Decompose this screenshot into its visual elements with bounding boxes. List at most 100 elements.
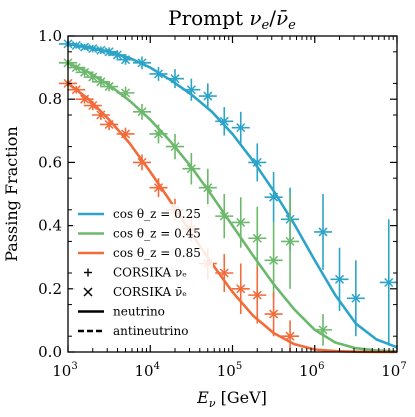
data-point bbox=[116, 54, 135, 65]
chart-title: Prompt νe/ν̄e bbox=[168, 6, 296, 33]
data-point bbox=[75, 42, 94, 52]
cross-marker bbox=[219, 211, 229, 221]
series-2 bbox=[59, 78, 397, 354]
cross-marker bbox=[121, 88, 131, 98]
data-point bbox=[281, 194, 300, 289]
data-point bbox=[116, 127, 135, 141]
data-point bbox=[330, 247, 349, 311]
data-point bbox=[264, 291, 283, 337]
x-tick-label: 107 bbox=[381, 361, 406, 380]
cross-marker bbox=[236, 284, 246, 294]
cross-marker bbox=[88, 44, 98, 54]
data-point bbox=[314, 194, 333, 270]
cross-marker bbox=[219, 268, 229, 278]
data-point bbox=[75, 94, 94, 104]
data-point bbox=[100, 81, 119, 92]
data-point bbox=[133, 56, 152, 70]
legend-label: CORSIKA ν̄ₑ bbox=[113, 285, 187, 299]
legend-label: neutrino bbox=[113, 305, 165, 319]
y-tick-label: 0.6 bbox=[38, 153, 62, 171]
y-tick-label: 0.8 bbox=[38, 90, 62, 108]
cross-marker bbox=[71, 63, 81, 73]
data-point bbox=[264, 171, 283, 223]
x-tick-label: 106 bbox=[299, 361, 324, 380]
cross-marker bbox=[269, 255, 279, 265]
data-point bbox=[198, 83, 217, 109]
series-1 bbox=[59, 58, 398, 353]
data-point bbox=[67, 85, 86, 95]
y-tick-label: 0.4 bbox=[38, 217, 62, 235]
cross-marker bbox=[170, 142, 180, 152]
x-tick-label: 104 bbox=[135, 361, 160, 380]
cross-marker bbox=[71, 85, 81, 95]
data-point bbox=[248, 266, 267, 324]
data-point bbox=[149, 66, 168, 81]
cross-marker bbox=[80, 42, 90, 52]
legend-label: cos θ_z = 0.85 bbox=[113, 246, 201, 260]
data-point bbox=[231, 111, 250, 144]
data-point bbox=[75, 67, 94, 77]
data-point bbox=[182, 152, 201, 185]
x-tick-label: 105 bbox=[217, 361, 242, 380]
cross-marker bbox=[252, 233, 262, 243]
cross-marker bbox=[252, 290, 262, 300]
data-point bbox=[182, 78, 201, 101]
x-tick-label: 103 bbox=[52, 361, 77, 380]
data-point bbox=[379, 219, 398, 346]
data-point bbox=[133, 103, 152, 120]
data-point bbox=[346, 260, 365, 337]
y-axis-label: Passing Fraction bbox=[2, 126, 21, 262]
data-point bbox=[248, 143, 267, 182]
cross-marker bbox=[96, 110, 106, 120]
data-point bbox=[108, 50, 127, 60]
legend-label: CORSIKA νₑ bbox=[113, 266, 187, 280]
cross-marker bbox=[203, 183, 213, 193]
cross-marker bbox=[186, 85, 196, 95]
data-point bbox=[231, 263, 250, 315]
cross-marker bbox=[137, 107, 147, 117]
cross-marker bbox=[219, 116, 229, 126]
legend: cos θ_z = 0.25 cos θ_z = 0.45 cos θ_z = 0.… bbox=[73, 204, 213, 344]
data-point bbox=[133, 154, 152, 171]
cross-marker bbox=[80, 67, 90, 77]
cross-marker bbox=[203, 91, 213, 101]
plot-data-layer bbox=[59, 39, 398, 354]
data-point bbox=[149, 178, 168, 198]
cross-marker bbox=[384, 277, 394, 288]
data-point bbox=[314, 314, 333, 346]
data-point bbox=[100, 118, 119, 131]
data-point bbox=[281, 320, 300, 352]
axes-layer: 0.0 0.2 0.4 0.6 0.8 1.0 103 104 105 106 107 bbox=[38, 27, 407, 380]
cross-marker bbox=[269, 309, 279, 319]
data-point bbox=[91, 77, 110, 87]
cross-marker bbox=[80, 94, 90, 104]
data-point bbox=[215, 194, 234, 239]
cross-marker bbox=[96, 77, 106, 87]
cross-marker bbox=[153, 69, 164, 79]
cross-marker bbox=[269, 192, 279, 202]
data-point bbox=[83, 100, 102, 111]
legend-label: antineutrino bbox=[113, 324, 188, 338]
cross-marker bbox=[351, 293, 361, 303]
data-point bbox=[248, 206, 267, 270]
cross-marker bbox=[104, 82, 114, 92]
legend-label: cos θ_z = 0.45 bbox=[113, 227, 201, 241]
y-tick-label: 0.0 bbox=[38, 343, 62, 361]
cross-marker bbox=[285, 236, 295, 246]
cross-marker bbox=[88, 100, 98, 111]
cross-marker bbox=[112, 50, 122, 60]
cross-marker bbox=[71, 40, 81, 51]
cross-marker bbox=[153, 183, 164, 193]
y-tick-label: 0.2 bbox=[38, 280, 62, 298]
cross-marker bbox=[236, 217, 246, 227]
legend-cross-marker bbox=[83, 287, 93, 297]
cross-marker bbox=[153, 129, 164, 139]
cross-marker bbox=[318, 325, 328, 335]
cross-marker bbox=[285, 331, 295, 341]
cross-marker bbox=[88, 72, 98, 82]
data-point bbox=[166, 69, 185, 89]
x-axis-label: Eν [GeV] bbox=[196, 388, 267, 410]
cross-marker bbox=[252, 157, 262, 167]
data-point bbox=[67, 63, 86, 73]
